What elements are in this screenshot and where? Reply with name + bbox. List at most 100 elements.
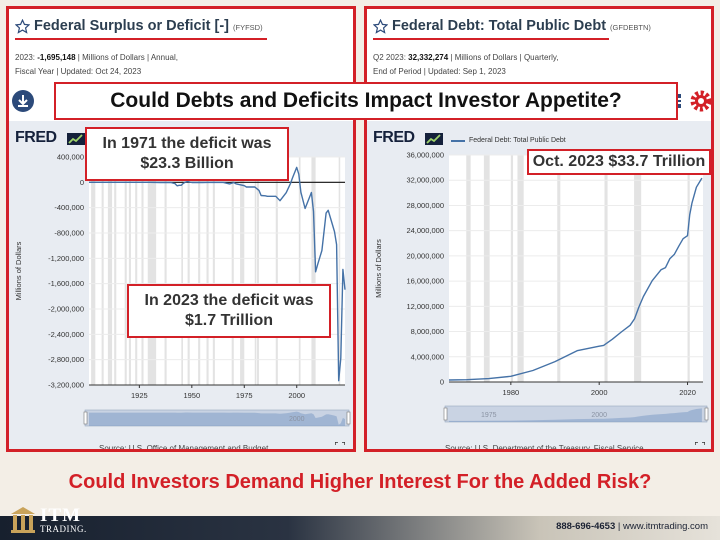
contact-separator: | bbox=[617, 521, 621, 532]
deficit-series-code: (FYFSD) bbox=[232, 23, 263, 32]
y-tick-label: -400,000 bbox=[54, 203, 84, 212]
website-link[interactable]: www.itmtrading.com bbox=[623, 521, 708, 532]
recession-band bbox=[687, 155, 690, 382]
callout-1971-deficit: In 1971 the deficit was $23.3 Billion bbox=[85, 127, 289, 181]
deficit-chart-title: Federal Surplus or Deficit [-] bbox=[34, 18, 229, 34]
subheadline: Could Investors Demand Higher Interest F… bbox=[68, 471, 652, 493]
debt-chart-panel: Federal Debt: Total Public Debt (GFDEBTN… bbox=[364, 6, 714, 452]
recession-band bbox=[128, 157, 131, 385]
deficit-line-chart: 400,000 0 -400,000 -800,000 -1,200,000 -1,600… bbox=[14, 153, 351, 427]
x-tick-label: 2000 bbox=[591, 388, 608, 397]
itm-trading-logo: ITM TRADING. bbox=[10, 506, 87, 534]
recession-band bbox=[212, 157, 215, 385]
y-tick-label: 0 bbox=[80, 178, 84, 187]
y-tick-label: 32,000,000 bbox=[406, 176, 444, 185]
plot-background bbox=[449, 155, 703, 382]
y-axis-label: Millions of Dollars bbox=[374, 239, 383, 298]
contact-info: 888-696-4653 | www.itmtrading.com bbox=[556, 521, 708, 532]
recession-band bbox=[231, 157, 234, 385]
range-slider-label: 1975 bbox=[481, 412, 497, 419]
recession-band bbox=[107, 157, 113, 385]
gear-icon[interactable] bbox=[689, 89, 713, 113]
deficit-source: Source: U.S. Office of Management and Bu… bbox=[99, 444, 269, 452]
recession-band bbox=[187, 157, 190, 385]
debt-source: Source: U.S. Department of the Treasury.… bbox=[445, 444, 644, 452]
callout-debt-total: Oct. 2023 $33.7 Trillion bbox=[527, 149, 711, 175]
callout-1971-line1: In 1971 the deficit was bbox=[102, 135, 272, 152]
x-tick-label: 2000 bbox=[288, 391, 305, 400]
legend-swatch bbox=[451, 139, 465, 142]
expand-icon[interactable] bbox=[335, 442, 345, 452]
headline-banner: Could Debts and Deficits Impact Investor… bbox=[54, 82, 678, 120]
title-underline bbox=[15, 38, 267, 40]
share-icon[interactable] bbox=[676, 89, 684, 113]
series-line bbox=[448, 177, 703, 381]
brand-sub: TRADING. bbox=[40, 524, 87, 534]
y-tick-label: -3,200,000 bbox=[48, 381, 84, 390]
debt-series-code: (GFDEBTN) bbox=[610, 23, 651, 32]
deficit-chart-header: Federal Surplus or Deficit [-] (FYFSD) bbox=[15, 15, 263, 37]
callout-2023-line2: $1.7 Trillion bbox=[184, 312, 274, 329]
fred-logo: FRED bbox=[373, 129, 415, 146]
y-axis-label: Millions of Dollars bbox=[14, 241, 23, 300]
recession-band bbox=[256, 157, 259, 385]
recession-band bbox=[604, 155, 608, 382]
download-icon[interactable] bbox=[11, 89, 35, 113]
recession-band bbox=[254, 157, 257, 385]
star-icon[interactable] bbox=[15, 18, 30, 34]
x-tick-label: 1980 bbox=[502, 388, 519, 397]
plot-background bbox=[89, 157, 345, 385]
recession-band bbox=[91, 157, 96, 385]
star-icon[interactable] bbox=[373, 18, 388, 34]
recession-band bbox=[510, 155, 514, 382]
y-tick-label: 28,000,000 bbox=[406, 201, 444, 210]
deficit-chart-panel: Federal Surplus or Deficit [-] (FYFSD) 2… bbox=[6, 6, 356, 452]
recession-band bbox=[311, 157, 316, 385]
debt-chart-title: Federal Debt: Total Public Debt bbox=[392, 18, 607, 34]
recession-band bbox=[517, 155, 524, 382]
y-tick-label: 8,000,000 bbox=[411, 327, 444, 336]
recession-band bbox=[206, 157, 209, 385]
y-tick-label: 16,000,000 bbox=[406, 277, 444, 286]
debt-line-chart: 0 4,000,000 8,000,000 12,000,000 16,000,000 2… bbox=[374, 151, 709, 423]
recession-band bbox=[338, 157, 341, 385]
y-tick-label: 400,000 bbox=[57, 153, 84, 162]
y-tick-label: 20,000,000 bbox=[406, 251, 444, 260]
recession-band bbox=[181, 157, 184, 385]
brand-main: ITM bbox=[40, 505, 81, 526]
recession-band bbox=[164, 157, 167, 385]
recession-band bbox=[240, 157, 245, 385]
phone-number[interactable]: 888-696-4653 bbox=[556, 521, 616, 532]
expand-icon[interactable] bbox=[695, 442, 705, 452]
callout-1971-line2: $23.3 Billion bbox=[140, 155, 234, 172]
range-handle-right bbox=[704, 407, 709, 421]
recession-band bbox=[557, 155, 561, 382]
recession-band bbox=[147, 157, 157, 385]
x-tick-label: 1950 bbox=[183, 391, 200, 400]
recession-band bbox=[198, 157, 201, 385]
callout-2023-line1: In 2023 the deficit was bbox=[144, 292, 314, 309]
range-slider-series bbox=[449, 408, 702, 422]
y-tick-label: 4,000,000 bbox=[411, 352, 444, 361]
range-slider-series bbox=[89, 411, 345, 426]
callout-2023-deficit: In 2023 the deficit was $1.7 Trillion bbox=[127, 284, 331, 338]
debt-chart-header: Federal Debt: Total Public Debt (GFDEBTN… bbox=[373, 15, 651, 37]
y-tick-label: -2,400,000 bbox=[48, 330, 84, 339]
y-tick-label: -800,000 bbox=[54, 229, 84, 238]
y-tick-label: -2,000,000 bbox=[48, 305, 84, 314]
fred-chart-icon bbox=[67, 133, 85, 145]
series-line bbox=[89, 166, 346, 382]
recession-band bbox=[634, 155, 642, 382]
recession-band bbox=[298, 157, 301, 385]
range-handle-left bbox=[83, 411, 88, 425]
range-handle-right bbox=[346, 411, 351, 425]
y-tick-label: -2,800,000 bbox=[48, 355, 84, 364]
legend-label: Federal Debt: Total Public Debt bbox=[469, 137, 566, 144]
range-slider-label: 2000 bbox=[289, 416, 305, 423]
recession-band bbox=[275, 157, 278, 385]
recession-band bbox=[124, 157, 127, 385]
y-tick-label: -1,600,000 bbox=[48, 279, 84, 288]
y-tick-label: 36,000,000 bbox=[406, 151, 444, 160]
recession-band bbox=[483, 155, 490, 382]
title-underline bbox=[373, 38, 609, 40]
